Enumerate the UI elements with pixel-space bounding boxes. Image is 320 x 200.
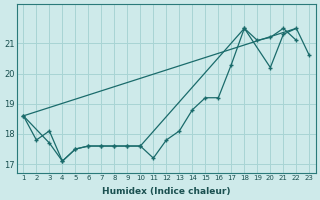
X-axis label: Humidex (Indice chaleur): Humidex (Indice chaleur) bbox=[102, 187, 231, 196]
